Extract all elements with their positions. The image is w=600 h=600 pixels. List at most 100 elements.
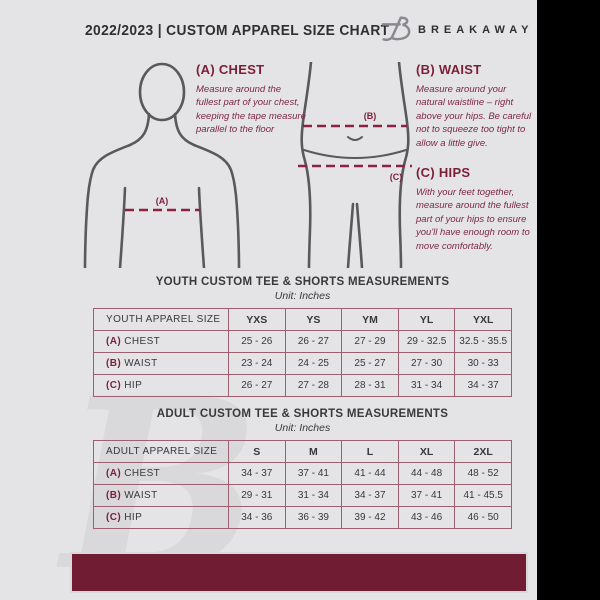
- navel-mark: [347, 136, 363, 141]
- size-value-cell: 46 - 50: [454, 506, 512, 529]
- size-value-cell: 39 - 42: [341, 506, 399, 529]
- waist-heading: (B) WAIST: [416, 62, 482, 77]
- size-value-cell: 34 - 37: [454, 374, 512, 397]
- size-value-cell: 34 - 36: [228, 506, 286, 529]
- lower-body-diagram: (B) (C): [298, 62, 412, 268]
- table-row: (A) CHEST 25 - 26 26 - 27 27 - 29 29 - 3…: [93, 330, 512, 353]
- waist-description: Measure around your natural waistline – …: [416, 84, 532, 149]
- youth-table-title-block: YOUTH CUSTOM TEE & SHORTS MEASUREMENTS U…: [93, 276, 512, 302]
- size-value-cell: 48 - 52: [454, 462, 512, 485]
- adult-table-title: ADULT CUSTOM TEE & SHORTS MEASUREMENTS: [156, 408, 449, 420]
- table-row: (A) CHEST 34 - 37 37 - 41 41 - 44 44 - 4…: [93, 462, 512, 485]
- row-prefix: (A): [106, 336, 122, 347]
- size-value-cell: 41 - 45.5: [454, 484, 512, 507]
- hips-line-label: (C): [390, 172, 403, 182]
- table-row: (C) HIP 34 - 36 36 - 39 39 - 42 43 - 46 …: [93, 506, 512, 529]
- row-label: WAIST: [124, 490, 158, 501]
- size-value-cell: 31 - 34: [284, 484, 343, 507]
- row-label: WAIST: [124, 358, 158, 369]
- row-label-cell: (A) CHEST: [93, 462, 229, 485]
- size-value-cell: 28 - 31: [341, 374, 399, 397]
- table-row: (C) HIP 26 - 27 27 - 28 28 - 31 31 - 34 …: [93, 374, 512, 397]
- size-value-cell: 36 - 39: [284, 506, 343, 529]
- hips-description: With your feet together, measure around …: [416, 187, 530, 252]
- size-column-header: YXS: [228, 308, 286, 331]
- size-value-cell: 31 - 34: [397, 374, 456, 397]
- size-column-header: M: [284, 440, 343, 463]
- size-column-header: YM: [341, 308, 399, 331]
- row-label: CHEST: [124, 468, 161, 479]
- table-header-row: ADULT APPAREL SIZE S M L XL 2XL: [93, 440, 512, 463]
- size-column-header: XL: [397, 440, 456, 463]
- size-column-header: YXL: [454, 308, 512, 331]
- row-prefix: (B): [106, 358, 122, 369]
- hips-heading: (C) HIPS: [416, 165, 471, 180]
- size-column-header: S: [228, 440, 286, 463]
- row-label-cell: (A) CHEST: [93, 330, 229, 353]
- youth-table-title: YOUTH CUSTOM TEE & SHORTS MEASUREMENTS: [155, 276, 450, 288]
- torso-diagram: (A): [83, 62, 241, 268]
- hip-curve: [303, 149, 407, 159]
- size-value-cell: 41 - 44: [341, 462, 399, 485]
- footer-bar: [70, 552, 528, 593]
- adult-size-header-cell: ADULT APPAREL SIZE: [93, 440, 229, 463]
- size-value-cell: 44 - 48: [397, 462, 456, 485]
- youth-table-unit: Unit: Inches: [274, 290, 331, 302]
- size-value-cell: 37 - 41: [397, 484, 456, 507]
- size-value-cell: 43 - 46: [397, 506, 456, 529]
- row-prefix: (C): [106, 380, 122, 391]
- size-value-cell: 26 - 27: [228, 374, 286, 397]
- head-outline: [138, 62, 186, 122]
- size-column-header: 2XL: [454, 440, 512, 463]
- size-column-header: L: [341, 440, 399, 463]
- youth-size-header-cell: YOUTH APPAREL SIZE: [93, 308, 229, 331]
- table-row: (B) WAIST 23 - 24 24 - 25 25 - 27 27 - 3…: [93, 352, 512, 375]
- chest-description: Measure around the fullest part of your …: [196, 84, 306, 136]
- adult-size-table: ADULT APPAREL SIZE S M L XL 2XL (A) CHES…: [93, 440, 512, 529]
- row-label-cell: (C) HIP: [93, 506, 229, 529]
- row-label: HIP: [124, 512, 143, 523]
- size-value-cell: 30 - 33: [454, 352, 512, 375]
- size-value-cell: 34 - 37: [228, 462, 286, 485]
- size-value-cell: 29 - 32.5: [397, 330, 456, 353]
- row-label-cell: (C) HIP: [93, 374, 229, 397]
- table-header-row: YOUTH APPAREL SIZE YXS YS YM YL YXL: [93, 308, 512, 331]
- row-label-cell: (B) WAIST: [93, 484, 229, 507]
- adult-table-title-block: ADULT CUSTOM TEE & SHORTS MEASUREMENTS U…: [93, 408, 512, 434]
- breakaway-logo-icon: [381, 16, 411, 42]
- size-value-cell: 27 - 30: [397, 352, 456, 375]
- size-value-cell: 34 - 37: [341, 484, 399, 507]
- row-label-cell: (B) WAIST: [93, 352, 229, 375]
- adult-table-unit: Unit: Inches: [274, 422, 331, 434]
- size-column-header: YL: [397, 308, 456, 331]
- size-value-cell: 32.5 - 35.5: [454, 330, 512, 353]
- size-value-cell: 23 - 24: [228, 352, 286, 375]
- row-prefix: (C): [106, 512, 122, 523]
- size-value-cell: 25 - 27: [341, 352, 399, 375]
- size-value-cell: 24 - 25: [284, 352, 343, 375]
- table-row: (B) WAIST 29 - 31 31 - 34 34 - 37 37 - 4…: [93, 484, 512, 507]
- youth-size-table: YOUTH APPAREL SIZE YXS YS YM YL YXL (A) …: [93, 308, 512, 397]
- size-value-cell: 37 - 41: [284, 462, 343, 485]
- size-value-cell: 27 - 28: [284, 374, 343, 397]
- chest-line-label: (A): [156, 196, 169, 206]
- size-value-cell: 25 - 26: [228, 330, 286, 353]
- chest-section: (A) CHEST Measure around the fullest par…: [196, 62, 306, 137]
- size-value-cell: 27 - 29: [341, 330, 399, 353]
- waist-line-label: (B): [364, 111, 377, 121]
- row-label: HIP: [124, 380, 143, 391]
- row-prefix: (B): [106, 490, 122, 501]
- brand-name: BREAKAWAY: [418, 24, 534, 36]
- size-value-cell: 26 - 27: [284, 330, 343, 353]
- row-label: CHEST: [124, 336, 161, 347]
- size-chart-page: B 2022/2023 | CUSTOM APPAREL SIZE CHART …: [0, 0, 537, 600]
- page-title: 2022/2023 | CUSTOM APPAREL SIZE CHART: [85, 23, 390, 39]
- row-prefix: (A): [106, 468, 122, 479]
- size-column-header: YS: [284, 308, 343, 331]
- size-value-cell: 29 - 31: [228, 484, 286, 507]
- hips-section: (C) HIPS With your feet together, measur…: [416, 165, 540, 253]
- waist-section: (B) WAIST Measure around your natural wa…: [416, 62, 534, 150]
- chest-heading: (A) CHEST: [196, 62, 265, 77]
- brand-lockup: BREAKAWAY: [380, 14, 534, 46]
